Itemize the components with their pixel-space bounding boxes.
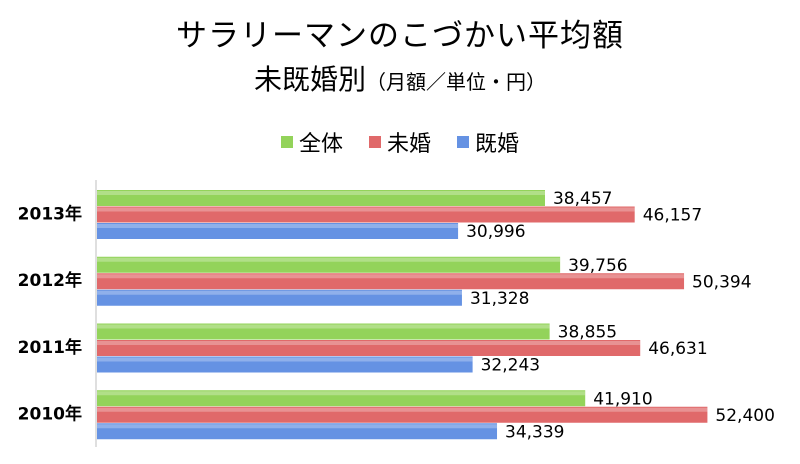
data-label: 31,328 [470,289,529,309]
bar-unmarried [97,406,708,423]
category-label: 2011年 [18,337,82,358]
bar-highlight [97,257,561,262]
bar-unmarried [97,206,635,223]
chart-subtitle-main: 未既婚別 [253,63,366,96]
legend-label-unmarried: 未婚 [386,132,431,157]
category-label: 2010年 [18,404,82,425]
data-label: 38,855 [558,323,617,343]
bar-married [97,223,459,239]
bar-highlight [97,357,473,362]
bar-highlight [97,290,462,295]
bar-highlight [97,341,641,345]
data-label: 34,339 [505,422,564,442]
data-label: 32,243 [481,356,540,376]
category-label: 2013年 [18,203,82,224]
bar-highlight [97,324,550,329]
legend-swatch-married [457,136,469,148]
legend-label-married: 既婚 [475,132,520,157]
chart-subtitle-unit: （月額／単位・円） [366,70,546,94]
data-label: 46,157 [643,206,702,226]
data-label: 50,394 [692,272,751,292]
bar-highlight [97,391,586,396]
bar-married [97,423,498,440]
data-label: 30,996 [466,222,525,242]
bar-all [97,256,561,273]
bar-highlight [97,207,635,212]
chart-subtitle: 未既婚別（月額／単位・円） [0,58,800,98]
category-label: 2012年 [18,270,82,291]
legend-item-married: 既婚 [457,126,519,158]
chart-legend: 全体 未婚 既婚 [0,126,800,158]
legend-item-all: 全体 [280,126,343,158]
bar-all [97,323,550,340]
bar-highlight [97,407,708,412]
data-label: 38,457 [553,189,612,209]
legend-swatch-unmarried [368,136,381,148]
legend-swatch-all [280,136,293,148]
bar-unmarried [97,340,641,356]
bar-married [97,289,462,306]
bar-highlight [97,424,498,429]
data-label: 39,756 [568,256,627,276]
data-label: 41,910 [593,389,652,409]
legend-item-unmarried: 未婚 [368,126,431,158]
bar-all [97,390,586,407]
bar-highlight [97,274,685,279]
bar-highlight [97,224,459,228]
bar-unmarried [97,273,685,290]
chart-title: サラリーマンのこづかい平均額 [176,18,624,54]
data-label: 46,631 [648,339,707,359]
bar-married [97,356,473,373]
legend-label-all: 全体 [298,132,343,157]
bar-highlight [97,191,545,195]
data-label: 52,400 [715,406,774,426]
bar-all [97,190,545,206]
